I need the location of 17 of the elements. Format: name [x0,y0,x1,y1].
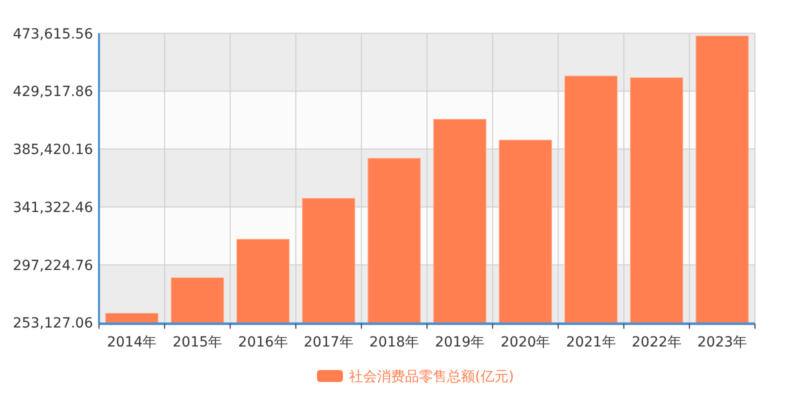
y-tick-label: 385,420.16 [12,142,94,158]
x-tick-label: 2014年 [106,334,157,351]
y-tick-label: 473,615.56 [12,26,94,42]
x-tick-label: 2017年 [304,334,354,351]
y-tick-label: 253,127.06 [12,316,94,332]
x-tick-label: 2022年 [632,334,682,351]
legend: 社会消费品零售总额(亿元) [317,369,514,385]
x-tick-label: 2023年 [697,334,748,351]
y-tick-label: 297,224.76 [12,258,94,274]
x-tick-label: 2018年 [369,334,420,351]
x-tick-label: 2021年 [566,334,616,351]
x-tick-label: 2020年 [500,334,550,351]
y-tick-label: 429,517.86 [12,84,94,100]
y-tick-label: 341,322.46 [12,200,94,216]
x-tick-label: 2019年 [434,334,485,351]
x-tick-label: 2015年 [172,334,222,351]
x-tick-label: 2016年 [238,334,288,351]
